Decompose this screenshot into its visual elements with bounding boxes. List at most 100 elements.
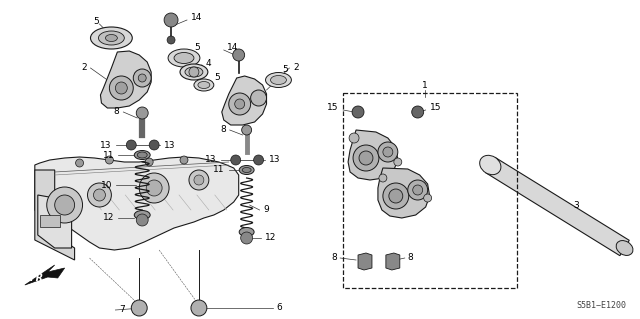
Bar — [40, 215, 60, 227]
Text: 8: 8 — [220, 125, 226, 135]
Polygon shape — [38, 195, 72, 248]
Circle shape — [242, 125, 252, 135]
Text: 5: 5 — [194, 43, 200, 53]
Circle shape — [136, 214, 148, 226]
Circle shape — [140, 173, 169, 203]
Ellipse shape — [134, 211, 150, 219]
Polygon shape — [486, 157, 629, 256]
Circle shape — [93, 189, 106, 201]
Ellipse shape — [194, 79, 214, 91]
Text: 15: 15 — [326, 102, 338, 112]
Circle shape — [194, 175, 204, 185]
Text: S5B1−E1200: S5B1−E1200 — [577, 300, 627, 309]
Polygon shape — [386, 253, 400, 270]
Text: 5: 5 — [282, 65, 288, 75]
Circle shape — [383, 183, 409, 209]
Circle shape — [379, 174, 387, 182]
Circle shape — [378, 142, 398, 162]
Circle shape — [133, 69, 151, 87]
Text: 4: 4 — [206, 58, 211, 68]
Text: 8: 8 — [113, 108, 119, 116]
Circle shape — [76, 159, 84, 167]
Circle shape — [389, 189, 403, 203]
Ellipse shape — [616, 241, 633, 256]
Circle shape — [235, 99, 244, 109]
Ellipse shape — [239, 227, 254, 236]
Ellipse shape — [106, 34, 117, 41]
Text: 6: 6 — [276, 303, 282, 313]
Circle shape — [408, 180, 428, 200]
Circle shape — [149, 140, 159, 150]
Text: 12: 12 — [264, 234, 276, 242]
Text: 11: 11 — [103, 151, 115, 160]
Text: 5: 5 — [93, 18, 99, 26]
Text: 13: 13 — [269, 155, 280, 165]
Circle shape — [353, 145, 379, 171]
Circle shape — [136, 107, 148, 119]
Polygon shape — [25, 265, 65, 285]
Circle shape — [253, 155, 264, 165]
Circle shape — [146, 180, 162, 196]
Text: 10: 10 — [101, 181, 113, 189]
Polygon shape — [378, 168, 429, 218]
Circle shape — [394, 158, 402, 166]
Circle shape — [88, 183, 111, 207]
Text: 2: 2 — [81, 63, 86, 72]
Text: 5: 5 — [214, 72, 220, 81]
Circle shape — [231, 155, 241, 165]
Ellipse shape — [185, 67, 203, 77]
Text: 14: 14 — [227, 43, 238, 53]
Ellipse shape — [239, 166, 254, 174]
Polygon shape — [358, 253, 372, 270]
Circle shape — [180, 156, 188, 164]
Text: 1: 1 — [422, 80, 428, 90]
Text: 7: 7 — [119, 306, 125, 315]
Text: 2: 2 — [293, 63, 299, 72]
Text: 13: 13 — [205, 155, 217, 165]
Text: 13: 13 — [164, 140, 175, 150]
Bar — [343, 93, 517, 288]
Ellipse shape — [168, 49, 200, 67]
Circle shape — [138, 74, 146, 82]
Text: 13: 13 — [100, 140, 111, 150]
Circle shape — [228, 93, 251, 115]
Ellipse shape — [90, 27, 132, 49]
Circle shape — [359, 151, 373, 165]
Circle shape — [106, 156, 113, 164]
Polygon shape — [222, 76, 266, 125]
Text: FR.: FR. — [30, 273, 48, 283]
Ellipse shape — [480, 155, 501, 175]
Text: 15: 15 — [429, 102, 441, 112]
Circle shape — [241, 232, 253, 244]
Ellipse shape — [137, 152, 147, 158]
Circle shape — [412, 106, 424, 118]
Polygon shape — [348, 130, 398, 180]
Ellipse shape — [174, 53, 194, 63]
Text: 14: 14 — [191, 13, 202, 23]
Circle shape — [189, 170, 209, 190]
Ellipse shape — [99, 31, 124, 45]
Circle shape — [126, 140, 136, 150]
Text: 8: 8 — [332, 254, 337, 263]
Circle shape — [424, 194, 431, 202]
Polygon shape — [100, 51, 151, 108]
Circle shape — [191, 300, 207, 316]
Text: 9: 9 — [264, 205, 269, 214]
Circle shape — [47, 187, 83, 223]
Text: 12: 12 — [103, 213, 115, 222]
Circle shape — [251, 90, 266, 106]
Circle shape — [131, 300, 147, 316]
Circle shape — [413, 185, 422, 195]
Circle shape — [189, 67, 199, 77]
Circle shape — [109, 76, 133, 100]
Text: 11: 11 — [213, 166, 225, 174]
Ellipse shape — [266, 72, 291, 87]
Circle shape — [164, 13, 178, 27]
Circle shape — [383, 147, 393, 157]
Text: 3: 3 — [573, 201, 579, 210]
Ellipse shape — [134, 151, 150, 160]
Circle shape — [233, 49, 244, 61]
Polygon shape — [35, 170, 75, 260]
Circle shape — [115, 82, 127, 94]
Ellipse shape — [271, 76, 287, 85]
